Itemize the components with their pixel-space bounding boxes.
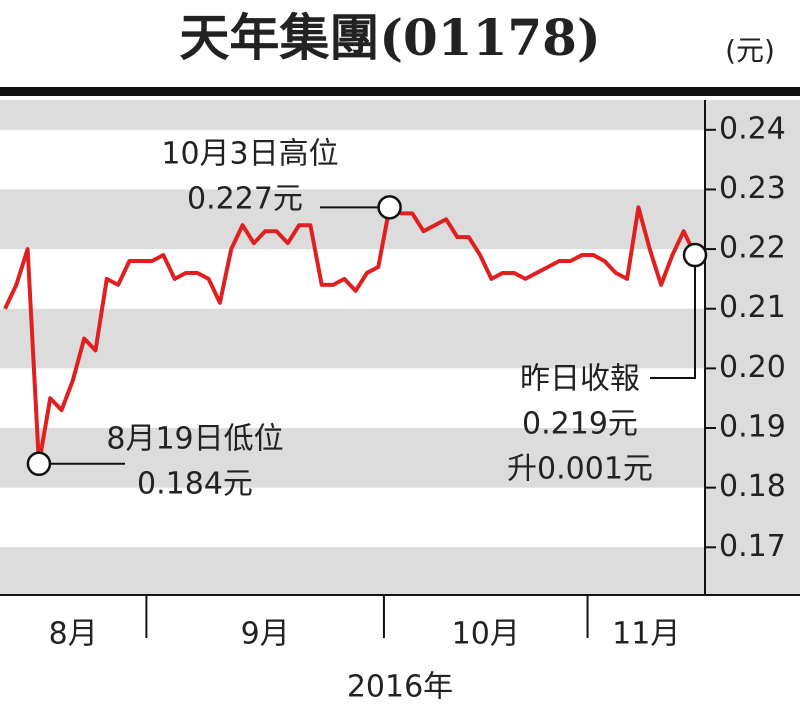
annotation-text: 0.184元 [137, 467, 253, 502]
y-tick-label: 0.24 [719, 111, 786, 146]
annotation-text: 0.219元 [522, 407, 638, 442]
annotation-marker [682, 242, 708, 268]
band [0, 487, 705, 548]
x-tick-label: 11月 [612, 617, 680, 652]
x-tick-label: 8月 [49, 617, 98, 652]
y-tick-label: 0.22 [719, 231, 786, 266]
band [0, 249, 705, 309]
annotation-text: 8月19日低位 [106, 422, 283, 457]
annotation-marker [26, 451, 52, 477]
y-tick-label: 0.19 [719, 410, 786, 445]
bands [0, 129, 705, 548]
y-tick-label: 0.20 [719, 350, 786, 385]
annotation-marker [377, 195, 402, 220]
annotation-connector [650, 267, 696, 379]
x-tick-label: 9月 [241, 617, 290, 652]
y-tick-label: 0.17 [719, 529, 786, 564]
annotation-text: 升0.001元 [507, 452, 653, 487]
annotation-text: 0.227元 [187, 182, 303, 217]
title-rule [0, 87, 800, 96]
y-tick-label: 0.21 [719, 290, 786, 325]
y-tick-label: 0.18 [719, 469, 786, 504]
annotation-text: 10月3日高位 [161, 137, 338, 172]
chart-title: 天年集團(01178) [179, 8, 600, 67]
band [0, 368, 705, 429]
price-line [3, 205, 697, 466]
band [0, 129, 705, 190]
x-axis-title: 2016年 [347, 670, 453, 705]
annotation-text: 昨日收報 [520, 362, 640, 397]
x-tick-label: 10月 [452, 617, 520, 652]
unit-label: (元) [725, 34, 775, 67]
y-tick-label: 0.23 [719, 171, 786, 206]
